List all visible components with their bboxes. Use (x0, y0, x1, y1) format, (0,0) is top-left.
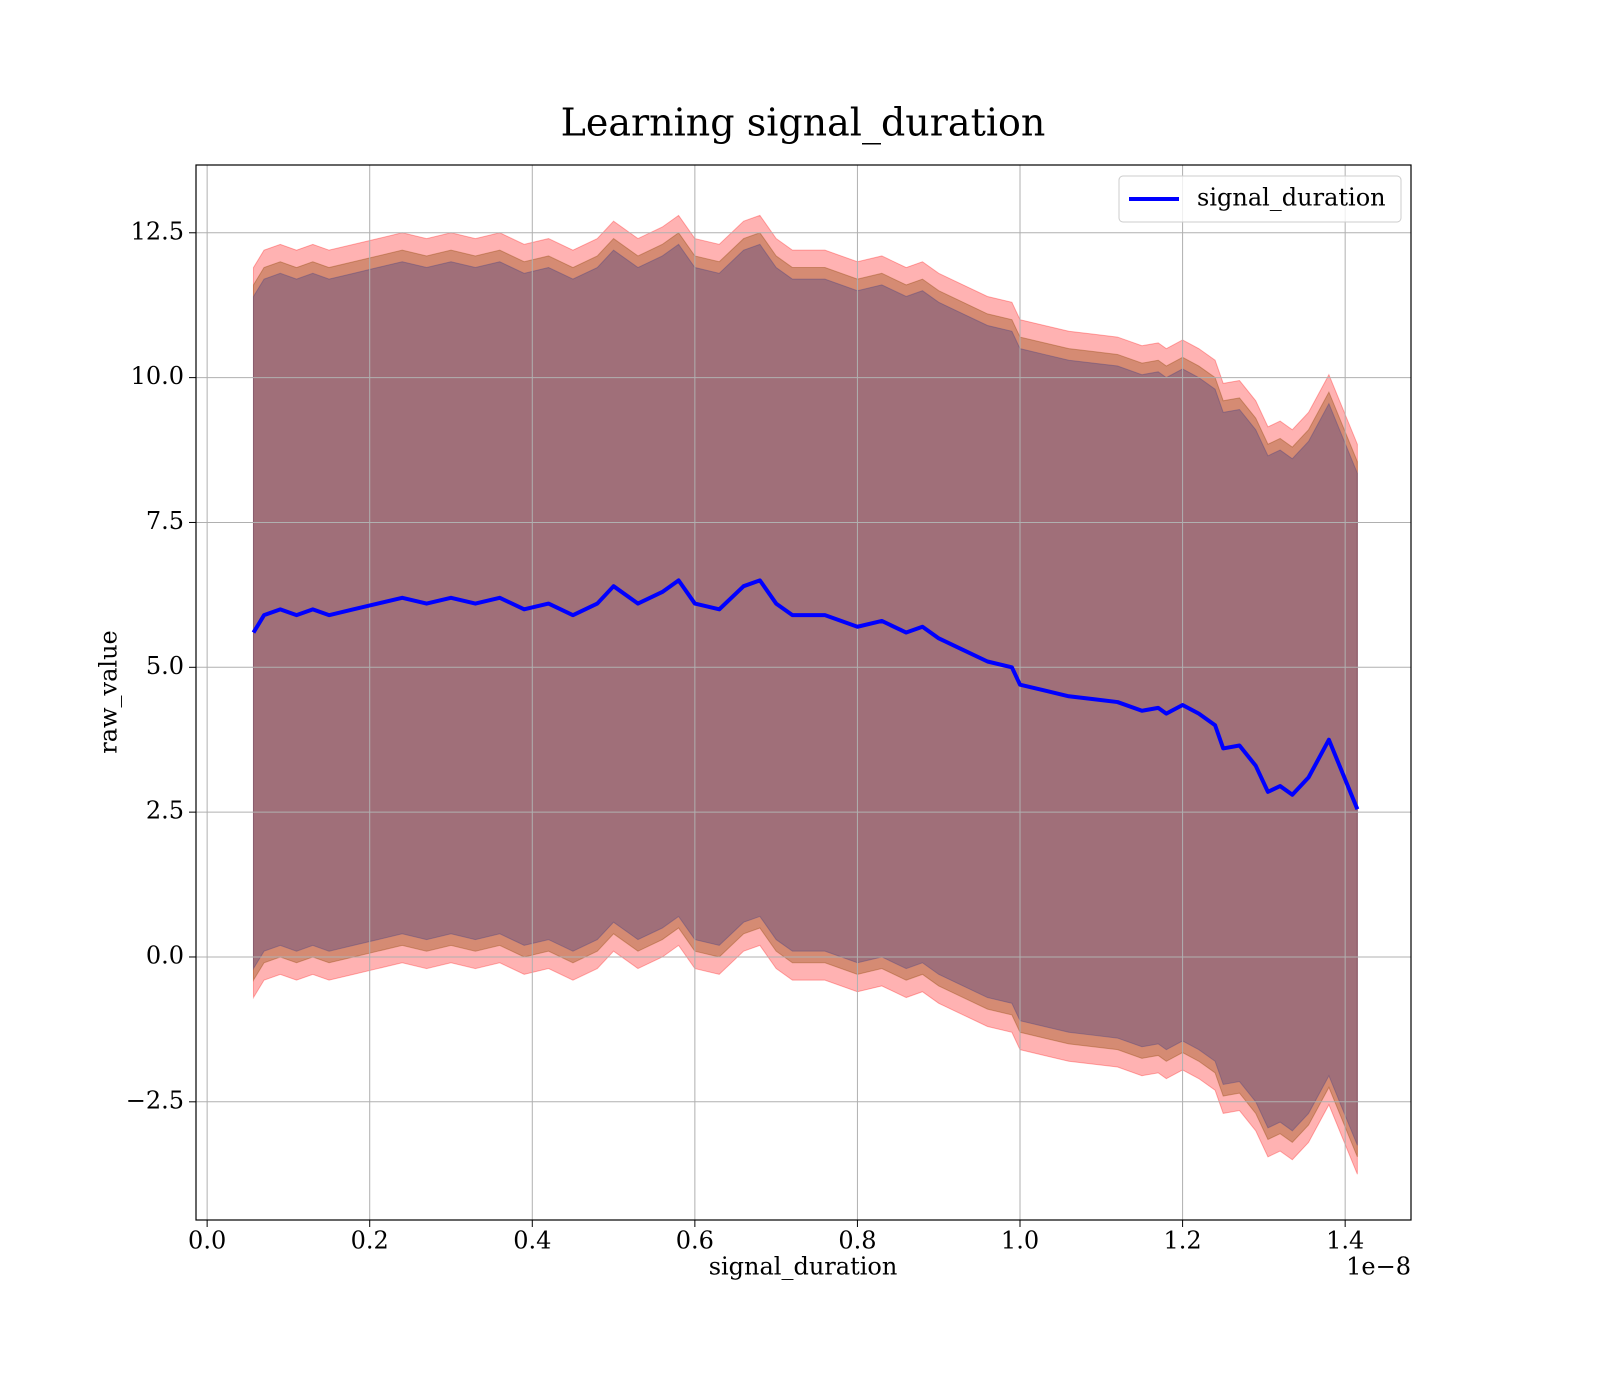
y-tick-label: −2.5 (126, 1086, 184, 1114)
x-tick-label: 1.2 (1163, 1227, 1201, 1255)
y-tick-label: 12.5 (131, 217, 184, 245)
x-tick-label: 1.4 (1326, 1227, 1364, 1255)
y-tick-label: 2.5 (146, 797, 184, 825)
x-tick-label: 0.0 (188, 1227, 226, 1255)
data-line (251, 578, 1360, 810)
plot-area (252, 214, 1358, 1175)
x-tick-label: 0.2 (351, 1227, 389, 1255)
x-tick-label: 0.4 (513, 1227, 551, 1255)
spread-band (252, 243, 1358, 1146)
x-tick-label: 1.0 (1001, 1227, 1039, 1255)
x-offset-label: 1e−8 (1346, 1253, 1411, 1281)
chart-title: Learning signal_duration (561, 101, 1046, 146)
spread-band (252, 232, 1358, 1158)
spread-band (252, 214, 1358, 1175)
x-tick-label: 0.8 (838, 1227, 876, 1255)
x-axis-label: signal_duration (709, 1253, 898, 1281)
x-tick-label: 0.6 (676, 1227, 714, 1255)
y-tick-label: 7.5 (146, 507, 184, 535)
y-tick-label: 10.0 (131, 362, 184, 390)
legend-box (1118, 175, 1402, 223)
y-axis-label: raw_value (95, 630, 123, 754)
y-tick-label: 5.0 (146, 652, 184, 680)
y-tick-label: 0.0 (146, 941, 184, 969)
legend-label: signal_duration (1197, 184, 1386, 212)
plot-frame (195, 164, 1412, 1221)
